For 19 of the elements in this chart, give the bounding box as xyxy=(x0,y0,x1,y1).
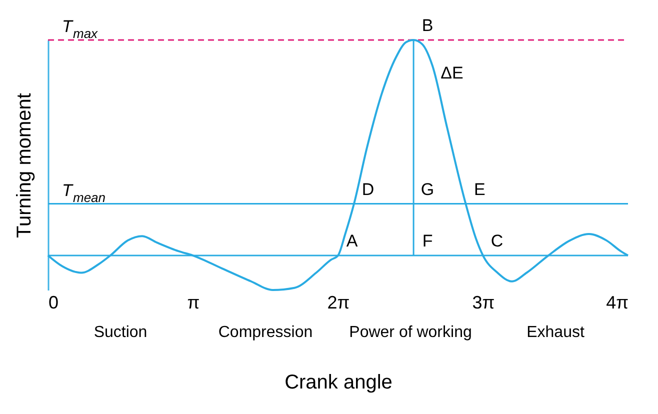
annotation: C xyxy=(490,232,504,251)
annotation: A xyxy=(346,232,358,251)
text: Exhaust xyxy=(526,324,585,341)
annotation: G xyxy=(420,180,434,199)
annotation: B xyxy=(422,16,434,35)
y-axis-title: Turning moment xyxy=(14,92,36,238)
x-tick-label: 3π xyxy=(472,292,495,312)
annotation: E xyxy=(474,180,486,199)
x-axis-title: Crank angle xyxy=(284,372,392,394)
text: Compression xyxy=(218,324,313,341)
annotation: ΔE xyxy=(440,63,464,82)
x-tick-label: 0 xyxy=(48,292,59,312)
x-tick-label: π xyxy=(187,292,200,312)
annotation: D xyxy=(362,180,374,199)
annotation: F xyxy=(422,232,433,251)
x-tick-label: 2π xyxy=(327,292,350,312)
text: Power of working xyxy=(349,324,472,341)
x-tick-label: 4π xyxy=(606,292,628,312)
text: Suction xyxy=(94,324,148,341)
